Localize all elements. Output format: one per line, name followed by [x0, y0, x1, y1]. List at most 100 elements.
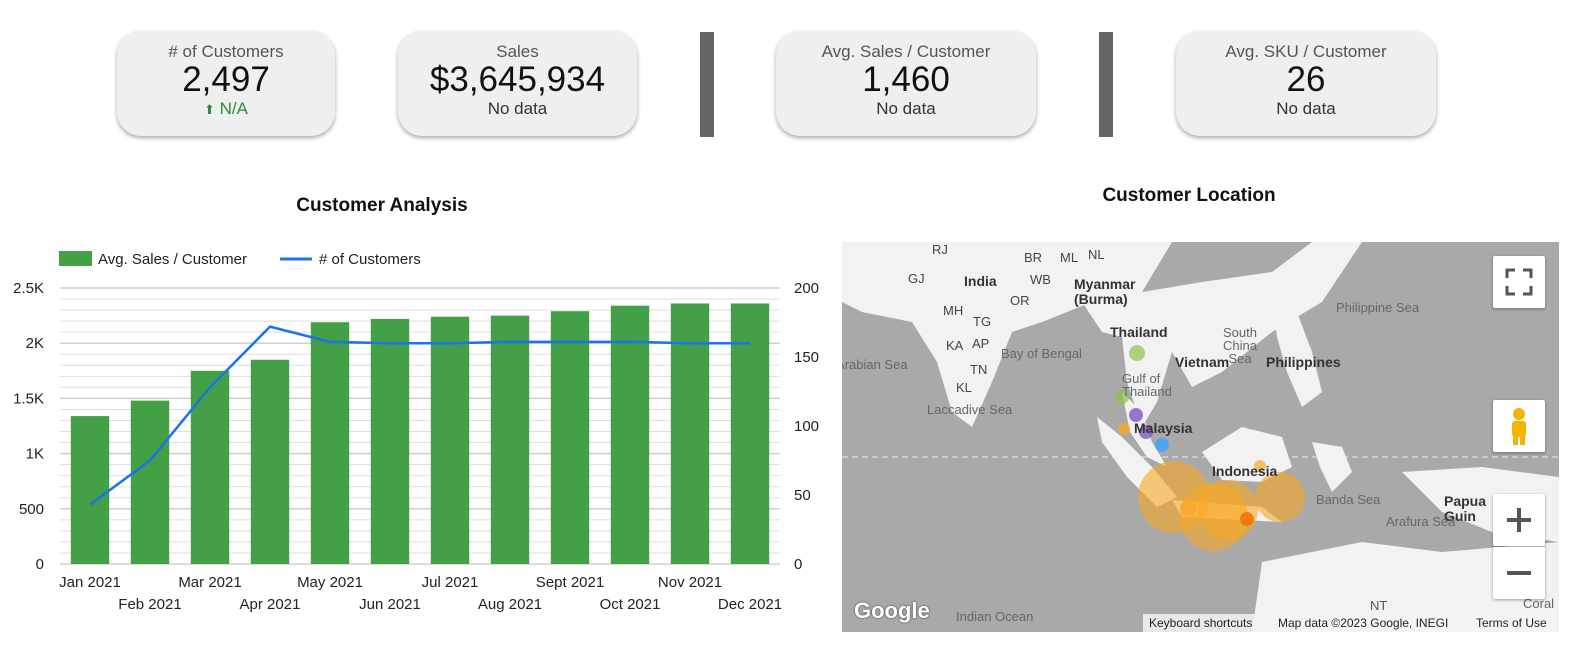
- zoom-out-button[interactable]: [1493, 547, 1545, 599]
- map-label-region: WB: [1030, 272, 1051, 287]
- map-marker: [1115, 390, 1129, 404]
- zoom-out-icon: [1507, 571, 1531, 575]
- map-label-region: AP: [972, 336, 990, 351]
- x-tick-label: Jun 2021: [359, 596, 421, 613]
- map-marker: [1198, 480, 1258, 540]
- land-sulawesi: [1312, 442, 1352, 492]
- map-label-sea: Philippine Sea: [1336, 300, 1420, 315]
- map-label-region: RJ: [932, 242, 948, 257]
- map-title: Customer Location: [1102, 185, 1276, 206]
- map-marker: [1180, 500, 1196, 516]
- x-tick-label: Jan 2021: [59, 574, 121, 591]
- kpi-card-avg-sku: Avg. SKU / Customer 26 No data: [1176, 31, 1436, 136]
- map-label-sea: NT: [1370, 598, 1388, 613]
- map-label-country: Thailand: [1110, 324, 1168, 340]
- y-left-tick-label: 500: [19, 501, 44, 518]
- map-label-region: ML: [1060, 250, 1079, 265]
- map-label-region: KL: [956, 380, 972, 395]
- google-logo[interactable]: Google: [854, 598, 930, 623]
- bar: [610, 305, 650, 564]
- keyboard-shortcuts-link[interactable]: Keyboard shortcuts: [1143, 614, 1259, 632]
- legend-label: # of Customers: [319, 251, 421, 268]
- kpi-label: # of Customers: [168, 42, 284, 61]
- terms-of-use-link[interactable]: Terms of Use: [1470, 614, 1553, 632]
- bar: [70, 416, 110, 564]
- land-indochina: [1082, 242, 1362, 427]
- zoom-in-icon: [1507, 508, 1531, 532]
- legend-swatch-bar: [59, 251, 92, 266]
- map-label-sea: Banda Sea: [1316, 492, 1381, 507]
- map-marker: [1129, 408, 1143, 422]
- map-marker: [1118, 423, 1130, 435]
- x-tick-label: Aug 2021: [478, 596, 542, 613]
- bar: [670, 303, 710, 564]
- map-land: [842, 242, 1559, 632]
- customer-analysis-chart: 0 500 1K 1.5K 2K 2.5K 0 50 100 150 200 Jan 2021 Feb …: [13, 251, 819, 613]
- map-marker: [1155, 438, 1169, 452]
- up-arrow-icon: ⬆: [204, 102, 215, 117]
- bar: [190, 370, 230, 564]
- line-series: [89, 325, 750, 506]
- kpi-label: Avg. SKU / Customer: [1225, 42, 1387, 61]
- bar: [730, 303, 770, 564]
- y-left-tick-label: 2.5K: [13, 280, 44, 297]
- map-label-country: Philippines: [1266, 354, 1341, 370]
- x-tick-label: Mar 2021: [178, 574, 241, 591]
- y-right-tick-label: 50: [794, 487, 811, 504]
- y-left-tick-label: 1K: [26, 446, 44, 463]
- map-label-region: NL: [1088, 247, 1105, 262]
- map-label-region: TN: [970, 362, 988, 377]
- map-label-sea: Gulf of Thailand: [1122, 371, 1172, 399]
- map-marker: [1254, 460, 1266, 472]
- map-label-region: GJ: [908, 271, 925, 286]
- map-label-sea: South China Sea: [1223, 325, 1257, 366]
- kpi-value: 2,497: [182, 60, 270, 99]
- land-philippines: [1272, 302, 1322, 407]
- bar: [250, 359, 290, 564]
- chart-title: Customer Analysis: [296, 195, 468, 216]
- map-label-sea: Arafura Sea: [1386, 514, 1456, 529]
- street-view-button[interactable]: [1493, 400, 1545, 452]
- map-label-region: OR: [1010, 293, 1030, 308]
- map-label-country: Papua Guin: [1444, 493, 1487, 524]
- fullscreen-button[interactable]: [1493, 256, 1545, 308]
- kpi-delta: No data: [1276, 99, 1336, 118]
- map-label-country: Malaysia: [1134, 420, 1193, 436]
- bar: [310, 322, 350, 564]
- x-tick-label: Apr 2021: [240, 596, 301, 613]
- map-label-sea: Coral: [1523, 596, 1555, 611]
- map-label-sea: Bay of Bengal: [1001, 346, 1082, 361]
- map-marker: [1129, 345, 1145, 361]
- land-india: [842, 242, 1172, 427]
- map-label-region: KA: [946, 338, 964, 353]
- kpi-card-sales: Sales $3,645,934 No data: [398, 31, 637, 136]
- map-marker: [1255, 472, 1305, 522]
- map-label-country: Indonesia: [1212, 463, 1278, 479]
- legend-label: Avg. Sales / Customer: [98, 251, 247, 268]
- pegman-icon: [1512, 408, 1526, 445]
- x-tick-label: Dec 2021: [718, 596, 782, 613]
- x-tick-label: Oct 2021: [600, 596, 661, 613]
- kpi-value: $3,645,934: [429, 60, 606, 99]
- kpi-label: Avg. Sales / Customer: [821, 42, 991, 61]
- map-marker: [1240, 512, 1254, 526]
- y-right-tick-label: 100: [794, 418, 819, 435]
- customer-location-map[interactable]: India Myanmar (Burma) Thailand Vietnam P…: [842, 242, 1559, 632]
- separator-bar: [1099, 32, 1113, 137]
- x-tick-label: Feb 2021: [118, 596, 181, 613]
- y-right-tick-label: 0: [794, 556, 802, 573]
- map-label-sea: Indian Ocean: [956, 609, 1034, 624]
- x-tick-label: Jul 2021: [422, 574, 479, 591]
- bar: [490, 315, 530, 564]
- map-label-sea: Laccadive Sea: [927, 402, 1013, 417]
- kpi-value: 1,460: [862, 60, 950, 99]
- kpi-delta: No data: [487, 99, 548, 118]
- kpi-value: 26: [1286, 60, 1326, 99]
- kpi-card-customers: # of Customers 2,497 ⬆ N/A: [117, 31, 335, 136]
- land-borneo: [1202, 427, 1292, 482]
- land-australia: [1252, 542, 1559, 632]
- map-label-region: MH: [943, 303, 964, 318]
- bar: [550, 311, 590, 564]
- y-left-tick-label: 0: [36, 556, 44, 573]
- zoom-in-button[interactable]: [1493, 494, 1545, 546]
